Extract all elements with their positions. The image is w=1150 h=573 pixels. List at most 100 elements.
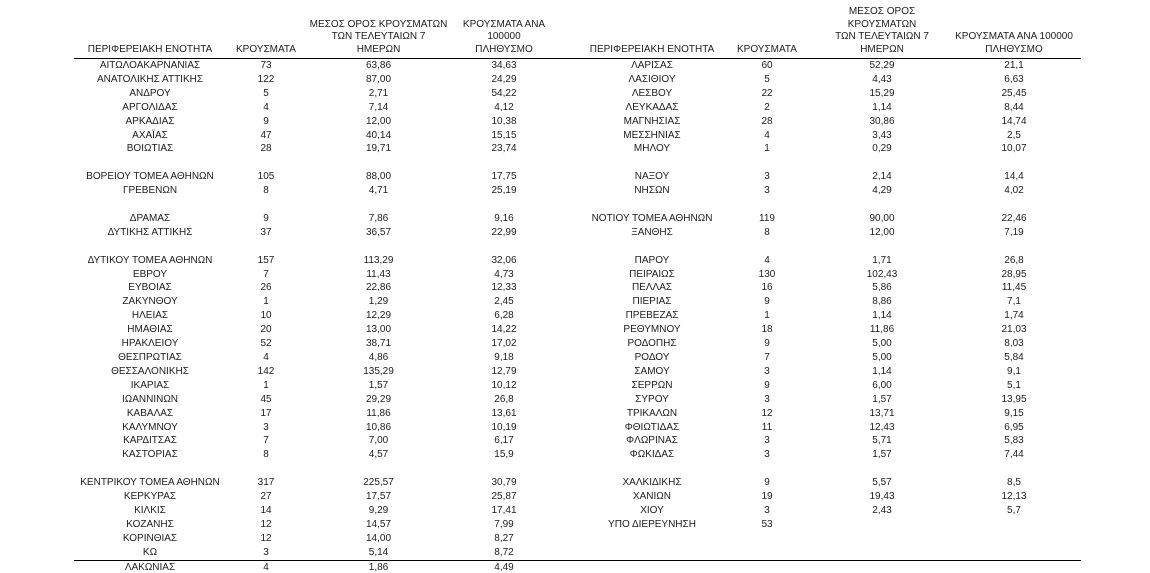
cases-per-100k: 13,95 bbox=[1001, 393, 1027, 405]
avg-7day-cases: 4,43 bbox=[872, 73, 892, 85]
header-cases-right: ΚΡΟΥΣΜΑΤΑ bbox=[717, 6, 817, 59]
avg-7day-cases: 9,29 bbox=[368, 504, 389, 516]
table-row: ΑΝΑΤΟΛΙΚΗΣ ΑΤΤΙΚΗΣ 122 87,00 24,29 ΛΑΣΙΘΙΟΥ 5… bbox=[74, 73, 1081, 87]
cases-count: 3 bbox=[764, 449, 770, 461]
column-gap bbox=[557, 281, 587, 295]
cases-per-100k bbox=[947, 156, 1081, 170]
avg-7day-cases: 87,00 bbox=[365, 73, 392, 85]
region-name: ΚΙΛΚΙΣ bbox=[134, 504, 166, 516]
region-name: ΛΕΥΚΑΔΑΣ bbox=[625, 101, 679, 113]
column-gap bbox=[557, 212, 587, 226]
cases-count: 9 bbox=[764, 338, 770, 350]
cases-count: 7 bbox=[764, 351, 770, 363]
cases-count: 4 bbox=[764, 254, 770, 266]
cases-per-100k bbox=[451, 462, 557, 476]
cases-count: 53 bbox=[761, 518, 773, 530]
cases-count: 37 bbox=[260, 226, 272, 238]
column-gap bbox=[557, 365, 587, 379]
region-name: ΘΕΣΣΑΛΟΝΙΚΗΣ bbox=[111, 365, 189, 377]
avg-7day-cases: 5,00 bbox=[872, 338, 892, 350]
avg-7day-cases: 14,00 bbox=[365, 532, 392, 544]
region-name: ΜΕΣΣΗΝΙΑΣ bbox=[623, 129, 681, 141]
cases-count: 3 bbox=[764, 393, 770, 405]
avg-7day-cases bbox=[817, 240, 947, 254]
table-row: ΑΡΚΑΔΙΑΣ 9 12,00 10,38 ΜΑΓΝΗΣΙΑΣ 28 30,86 14,74 bbox=[74, 115, 1081, 129]
avg-7day-cases bbox=[817, 559, 947, 573]
cases-per-100k: 8,03 bbox=[1004, 338, 1024, 350]
cases-per-100k: 12,79 bbox=[491, 365, 517, 377]
cases-per-100k: 17,75 bbox=[491, 171, 517, 183]
cases-per-100k bbox=[451, 240, 557, 254]
avg-7day-cases: 14,57 bbox=[365, 518, 392, 530]
cases-per-100k: 22,46 bbox=[1001, 212, 1027, 224]
region-name bbox=[587, 240, 717, 254]
cases-count: 9 bbox=[764, 379, 770, 391]
column-gap bbox=[557, 532, 587, 546]
avg-7day-cases bbox=[817, 462, 947, 476]
avg-7day-cases: 7,14 bbox=[368, 101, 389, 113]
region-name: ΑΝΑΤΟΛΙΚΗΣ ΑΤΤΙΚΗΣ bbox=[96, 73, 204, 85]
cases-count: 7 bbox=[263, 268, 269, 280]
column-gap bbox=[557, 156, 587, 170]
avg-7day-cases: 1,57 bbox=[368, 379, 389, 391]
region-name: ΑΝΔΡΟΥ bbox=[129, 87, 171, 99]
cases-count bbox=[717, 559, 817, 573]
region-name: ΡΟΔΟΥ bbox=[634, 351, 670, 363]
cases-count: 8 bbox=[764, 226, 770, 238]
region-name: ΞΑΝΘΗΣ bbox=[631, 226, 673, 238]
avg-7day-cases: 6,00 bbox=[872, 379, 892, 391]
region-name bbox=[587, 156, 717, 170]
table-row: ΗΛΕΙΑΣ 10 12,29 6,28 ΠΡΕΒΕΖΑΣ 1 1,14 1,74 bbox=[74, 309, 1081, 323]
cases-count: 26 bbox=[260, 282, 272, 294]
avg-7day-cases: 15,29 bbox=[869, 87, 895, 99]
avg-7day-cases: 0,29 bbox=[872, 143, 892, 155]
region-name bbox=[587, 198, 717, 212]
region-name: ΠΕΛΛΑΣ bbox=[631, 282, 673, 294]
avg-7day-cases bbox=[817, 198, 947, 212]
table-row bbox=[74, 198, 1081, 212]
avg-7day-cases: 1,71 bbox=[872, 254, 892, 266]
region-name: ΔΥΤΙΚΟΥ ΤΟΜΕΑ ΑΘΗΝΩΝ bbox=[87, 254, 213, 266]
region-name bbox=[587, 559, 717, 573]
avg-7day-cases: 19,71 bbox=[365, 143, 392, 155]
cases-count bbox=[717, 198, 817, 212]
cases-count: 14 bbox=[260, 504, 272, 516]
cases-per-100k: 9,15 bbox=[1004, 407, 1024, 419]
avg-7day-cases bbox=[306, 198, 451, 212]
cases-per-100k: 25,19 bbox=[491, 185, 517, 197]
column-gap bbox=[557, 240, 587, 254]
avg-7day-cases bbox=[817, 156, 947, 170]
column-gap bbox=[557, 504, 587, 518]
avg-7day-cases: 1,14 bbox=[872, 365, 892, 377]
region-name: ΚΑΒΑΛΑΣ bbox=[126, 407, 174, 419]
cases-per-100k: 14,74 bbox=[1001, 115, 1027, 127]
cases-per-100k bbox=[947, 546, 1081, 560]
avg-7day-cases: 1,14 bbox=[872, 101, 892, 113]
cases-per-100k: 11,45 bbox=[1001, 282, 1027, 294]
cases-per-100k: 17,41 bbox=[491, 504, 517, 516]
region-name: ΡΟΔΟΠΗΣ bbox=[627, 338, 677, 350]
avg-7day-cases: 13,71 bbox=[869, 407, 895, 419]
avg-7day-cases: 11,86 bbox=[366, 407, 391, 419]
cases-per-100k: 5,7 bbox=[1007, 504, 1021, 516]
cases-count: 9 bbox=[263, 115, 269, 127]
avg-7day-cases: 88,00 bbox=[365, 171, 392, 183]
region-name bbox=[587, 532, 717, 546]
avg-7day-cases: 5,14 bbox=[368, 546, 389, 558]
region-name: ΚΕΡΚΥΡΑΣ bbox=[123, 491, 177, 503]
region-name: ΔΡΑΜΑΣ bbox=[129, 212, 171, 224]
avg-7day-cases: 90,00 bbox=[869, 212, 895, 224]
region-name: ΦΘΙΩΤΙΔΑΣ bbox=[624, 421, 680, 433]
header-cases-left: ΚΡΟΥΣΜΑΤΑ bbox=[226, 6, 306, 59]
cases-count: 19 bbox=[761, 491, 773, 503]
header-avg-7day-right: ΜΕΣΟΣ ΟΡΟΣ ΚΡΟΥΣΜΑΤΩΝ ΤΩΝ ΤΕΛΕΥΤΑΙΩΝ 7 Η… bbox=[817, 6, 947, 59]
table-row: ΒΟΙΩΤΙΑΣ 28 19,71 23,74 ΜΗΛΟΥ 1 0,29 10,07 bbox=[74, 142, 1081, 156]
cases-per-100k: 26,8 bbox=[494, 393, 514, 405]
table-row bbox=[74, 462, 1081, 476]
cases-count: 130 bbox=[758, 268, 776, 280]
cases-per-100k: 8,27 bbox=[494, 532, 514, 544]
cases-per-100k: 7,99 bbox=[494, 518, 514, 530]
cases-per-100k: 32,06 bbox=[491, 254, 517, 266]
region-name: ΝΑΞΟΥ bbox=[634, 171, 670, 183]
